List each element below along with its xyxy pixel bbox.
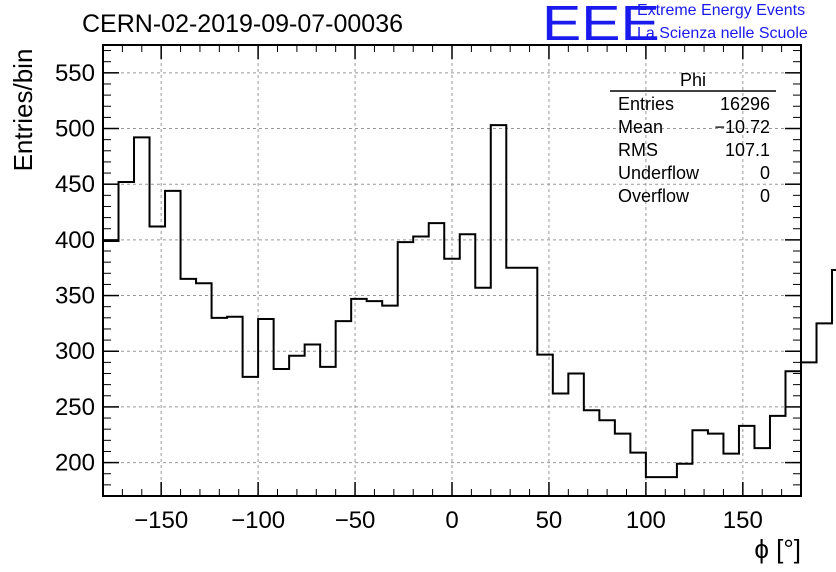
histogram-bin	[165, 191, 181, 496]
histogram-bin	[522, 268, 538, 496]
histogram-bin	[460, 234, 476, 496]
stats-row-value: 16296	[720, 94, 770, 114]
logo-line-2: La Scienza nelle Scuole	[637, 25, 808, 42]
grid	[103, 45, 801, 496]
histogram-bin	[351, 299, 367, 496]
histogram-bin	[305, 345, 321, 496]
histogram-bin	[258, 319, 274, 496]
histogram-bin	[661, 477, 677, 496]
stats-row-label: Underflow	[618, 163, 700, 183]
chart-title: CERN-02-2019-09-07-00036	[82, 10, 404, 38]
histogram-bin	[429, 223, 445, 496]
histogram-bin	[196, 283, 212, 496]
x-tick-label: 50	[536, 507, 563, 534]
stats-row-label: RMS	[618, 140, 658, 160]
x-tick-label: −100	[231, 507, 285, 534]
x-tick-label: −50	[335, 507, 376, 534]
histogram-bin	[584, 410, 600, 496]
histogram-bin	[119, 182, 135, 496]
stats-title: Phi	[680, 70, 706, 90]
histogram-bin	[320, 367, 336, 496]
logo-line-1: Extreme Energy Events	[637, 2, 806, 19]
x-tick-label: 150	[723, 507, 763, 534]
stats-row-value: 0	[760, 186, 770, 206]
stats-box: Phi Entries 16296 Mean −10.72 RMS 107.1 Underf…	[610, 70, 776, 206]
histogram-bin	[599, 420, 615, 496]
histogram-bin	[568, 374, 584, 496]
stats-row-value: −10.72	[714, 117, 770, 137]
y-tick-labels: 200 250 300 350 400 450 500 550	[55, 60, 95, 477]
histogram-bin	[243, 377, 259, 496]
histogram-bin	[475, 288, 491, 496]
histogram-bin	[227, 317, 243, 496]
y-tick-label: 300	[55, 338, 95, 365]
x-axis-label: ϕ [°]	[754, 534, 801, 564]
histogram-bin	[739, 426, 755, 496]
eee-logo: EEE	[542, 0, 660, 51]
histogram-bin	[413, 237, 429, 496]
histogram-bin	[537, 355, 553, 496]
histogram-bin	[723, 454, 739, 496]
histogram-bin	[134, 137, 150, 496]
histogram-bin	[646, 477, 662, 496]
histogram-bin	[630, 453, 646, 496]
x-tick-label: −150	[134, 507, 188, 534]
y-tick-label: 250	[55, 394, 95, 421]
y-tick-label: 400	[55, 227, 95, 254]
stats-row-value: 107.1	[725, 140, 770, 160]
histogram-bin	[817, 323, 833, 496]
histogram-bin	[708, 434, 724, 496]
histogram-bin	[150, 227, 166, 496]
axis-ticks	[102, 45, 802, 496]
histogram-bin	[491, 125, 507, 496]
x-tick-label: 100	[626, 507, 666, 534]
histogram-bin	[615, 434, 631, 496]
stats-row-label: Overflow	[618, 186, 690, 206]
histogram-bin	[754, 448, 770, 496]
histogram-series	[102, 124, 836, 496]
histogram-bin	[382, 306, 398, 496]
histogram-bin	[336, 321, 352, 496]
stats-row-label: Entries	[618, 94, 674, 114]
histogram-bin	[506, 268, 522, 496]
histogram-bin	[274, 369, 290, 496]
y-tick-label: 200	[55, 450, 95, 477]
x-tick-label: 0	[445, 507, 458, 534]
histogram-outline	[102, 124, 836, 496]
histogram-bin	[553, 394, 569, 496]
histogram-bin	[770, 416, 786, 496]
histogram-bin	[103, 241, 119, 496]
stats-row-value: 0	[760, 163, 770, 183]
histogram-bin	[801, 362, 817, 496]
histogram-bin	[181, 279, 197, 496]
y-axis-label: Entries/bin	[8, 49, 38, 172]
histogram-bin	[785, 371, 801, 496]
y-tick-label: 350	[55, 283, 95, 310]
histogram-bin	[289, 356, 305, 496]
y-tick-label: 550	[55, 60, 95, 87]
histogram-bin	[398, 242, 414, 496]
y-tick-label: 450	[55, 171, 95, 198]
histogram-bin	[367, 301, 383, 496]
y-tick-label: 500	[55, 116, 95, 143]
stats-row-label: Mean	[618, 117, 663, 137]
x-tick-labels: −150 −100 −50 0 50 100 150	[134, 507, 763, 534]
histogram-bin	[692, 430, 708, 496]
